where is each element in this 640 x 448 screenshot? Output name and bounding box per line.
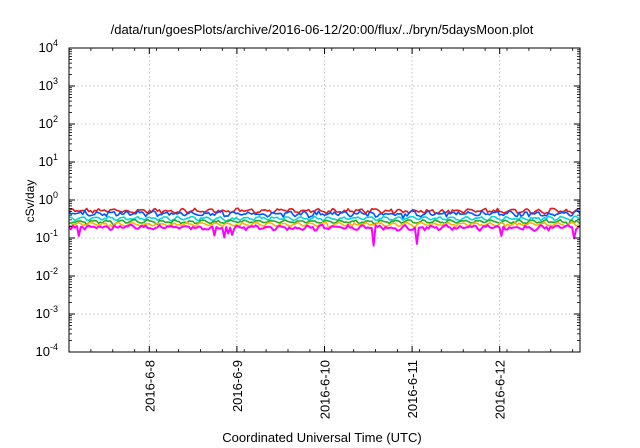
y-tick-label: 102 bbox=[39, 114, 58, 131]
y-tick-label: 101 bbox=[39, 152, 58, 169]
x-tick-label: 2016-6-11 bbox=[405, 360, 420, 418]
y-axis-label: cSv/day bbox=[23, 180, 37, 223]
y-tick-label: 104 bbox=[39, 38, 58, 55]
y-tick-label: 10-4 bbox=[36, 342, 58, 359]
y-tick-label: 103 bbox=[39, 76, 58, 93]
y-tick-label: 10-1 bbox=[36, 228, 58, 245]
series-line-3 bbox=[68, 218, 581, 227]
series-line-2 bbox=[68, 215, 581, 223]
series-line-4 bbox=[68, 221, 581, 229]
x-tick-label: 2016-6-12 bbox=[493, 360, 508, 419]
series-layer bbox=[68, 207, 581, 247]
x-tick-label: 2016-6-8 bbox=[142, 360, 157, 412]
y-tick-label: 100 bbox=[39, 190, 58, 207]
series-line-5 bbox=[68, 223, 581, 247]
series-line-1 bbox=[68, 209, 581, 219]
y-tick-labels: 10-4 10-3 10-2 10-1 100 101 102 103 104 bbox=[36, 38, 58, 359]
y-tick-label: 10-2 bbox=[36, 266, 58, 283]
x-tick-label: 2016-6-9 bbox=[230, 360, 245, 412]
tick-marks bbox=[68, 47, 580, 353]
x-tick-label: 2016-6-10 bbox=[318, 360, 333, 419]
y-tick-label: 10-3 bbox=[36, 304, 58, 321]
grid-lines bbox=[69, 48, 580, 352]
x-axis-label: Coordinated Universal Time (UTC) bbox=[222, 430, 421, 445]
chart-title: /data/run/goesPlots/archive/2016-06-12/2… bbox=[111, 22, 534, 37]
x-tick-labels: 2016-6-8 2016-6-9 2016-6-10 2016-6-11 2016-6… bbox=[142, 360, 507, 419]
series-line-0 bbox=[68, 207, 581, 215]
